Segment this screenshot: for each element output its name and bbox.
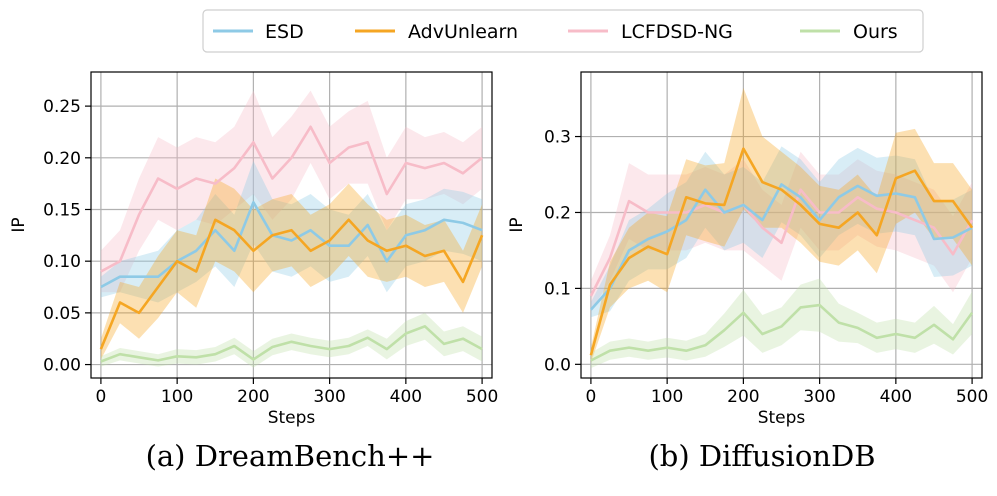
y-tick-label: 0.3 <box>544 128 571 148</box>
legend-label-advunlearn: AdvUnlearn <box>408 21 518 43</box>
x-tick-label: 200 <box>727 387 759 407</box>
chart-caption: (a) DreamBench++ <box>146 439 435 473</box>
plot-frame <box>580 71 983 379</box>
grid <box>581 72 982 378</box>
x-tick-label: 500 <box>956 387 988 407</box>
band-advunlearn <box>100 178 483 360</box>
chart-diffusiondb: 0 100 200 300 400 500 0.0 0.1 0.2 0.3 Steps IP (b… <box>507 71 988 473</box>
band-ours <box>590 278 973 369</box>
line-ours <box>100 324 483 363</box>
y-tick-label: 0.10 <box>43 252 81 272</box>
y-tick-label: 0.05 <box>43 304 81 324</box>
y-tick-label: 0.2 <box>544 203 571 223</box>
y-tick-label: 0.15 <box>43 200 81 220</box>
x-tick-label: 0 <box>585 387 596 407</box>
x-tick-label: 300 <box>313 387 345 407</box>
confidence-bands <box>590 87 973 369</box>
x-tick-label: 200 <box>237 387 269 407</box>
y-axis-label: IP <box>507 217 527 232</box>
band-advunlearn <box>590 87 973 363</box>
line-lcfdsd-ng <box>100 125 483 273</box>
y-tick-label: 0.20 <box>43 149 81 169</box>
chart-dreambench: 0 100 200 300 400 500 0.00 0.05 0.10 0.15 0.20 0.25… <box>9 71 498 473</box>
legend-label-ours: Ours <box>853 21 898 43</box>
band-lcfdsd-ng <box>100 90 483 293</box>
x-tick-label: 500 <box>466 387 498 407</box>
axis-ticks: 0 100 200 300 400 500 0.0 0.1 0.2 0.3 <box>544 128 988 407</box>
series-lines <box>589 147 974 362</box>
line-advunlearn <box>99 218 484 350</box>
band-ours <box>100 312 483 368</box>
chart-caption: (b) DiffusionDB <box>648 439 875 473</box>
line-advunlearn <box>589 147 974 356</box>
line-esd <box>100 201 483 289</box>
legend-frame <box>202 9 924 53</box>
band-esd <box>590 146 973 318</box>
line-lcfdsd-ng <box>589 188 974 297</box>
legend-label-esd: ESD <box>265 21 304 43</box>
x-tick-label: 400 <box>880 387 912 407</box>
x-tick-label: 100 <box>651 387 683 407</box>
legend-label-lcfdsd-ng: LCFDSD-NG <box>621 21 733 43</box>
x-axis-label: Steps <box>268 408 316 428</box>
legend: ESD AdvUnlearn LCFDSD-NG Ours <box>202 9 924 53</box>
x-tick-label: 100 <box>161 387 193 407</box>
line-ours <box>590 303 974 362</box>
band-lcfdsd-ng <box>590 151 973 312</box>
axis-ticks: 0 100 200 300 400 500 0.00 0.05 0.10 0.15 0.20 0.25 <box>43 97 498 407</box>
y-tick-label: 0.1 <box>544 279 571 299</box>
y-tick-label: 0.0 <box>544 355 571 375</box>
x-tick-label: 300 <box>803 387 835 407</box>
plot-frame <box>90 71 493 379</box>
y-tick-label: 0.25 <box>43 97 81 117</box>
x-axis-label: Steps <box>758 408 806 428</box>
x-tick-label: 400 <box>390 387 422 407</box>
line-esd <box>589 183 973 311</box>
y-axis-label: IP <box>9 217 29 232</box>
series-lines <box>99 125 484 363</box>
y-tick-label: 0.00 <box>43 356 81 376</box>
x-tick-label: 0 <box>95 387 106 407</box>
